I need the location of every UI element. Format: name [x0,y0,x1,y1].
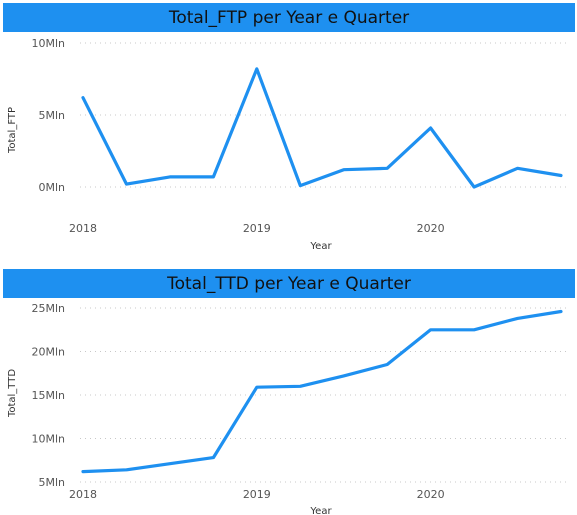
y-tick-label: 0Mln [38,181,65,194]
ftp-chart-panel: Total_FTP per Year e Quarter 0Mln 5Mln 10M… [3,3,575,252]
x-tick-label: 2019 [243,222,271,235]
x-axis-title: Year [309,506,332,515]
y-tick-label: 15Mln [31,389,65,402]
ttd-line-chart: 5Mln 10Mln 15Mln 20Mln 25Mln 2018 2019 2020 Year… [7,302,566,515]
ttd-chart-panel: Total_TTD per Year e Quarter 5Mln 10Mln 15… [0,266,577,515]
y-tick-label: 5Mln [38,476,65,489]
y-axis-title: Total_FTP [7,107,18,154]
y-tick-label: 20Mln [31,346,65,359]
ftp-chart-title-bar: Total_FTP per Year e Quarter [3,3,575,32]
y-tick-label: 25Mln [31,302,65,315]
ftp-line-chart: 0Mln 5Mln 10Mln 2018 2019 2020 Year Total_FTP [7,37,566,252]
ftp-chart-title: Total_FTP per Year e Quarter [168,7,410,28]
x-tick-label: 2019 [243,488,271,501]
series-line [81,309,563,474]
x-axis-title: Year [309,241,332,252]
x-tick-label: 2020 [417,488,445,501]
y-tick-label: 10Mln [31,433,65,446]
ttd-chart-title: Total_TTD per Year e Quarter [167,273,411,294]
y-tick-label: 10Mln [31,37,65,50]
series-line [81,67,563,189]
x-tick-label: 2020 [417,222,445,235]
x-tick-label: 2018 [69,488,97,501]
ttd-chart-title-bar: Total_TTD per Year e Quarter [3,269,575,298]
y-axis-title: Total_TTD [7,369,18,418]
x-tick-label: 2018 [69,222,97,235]
y-tick-label: 5Mln [38,109,65,122]
